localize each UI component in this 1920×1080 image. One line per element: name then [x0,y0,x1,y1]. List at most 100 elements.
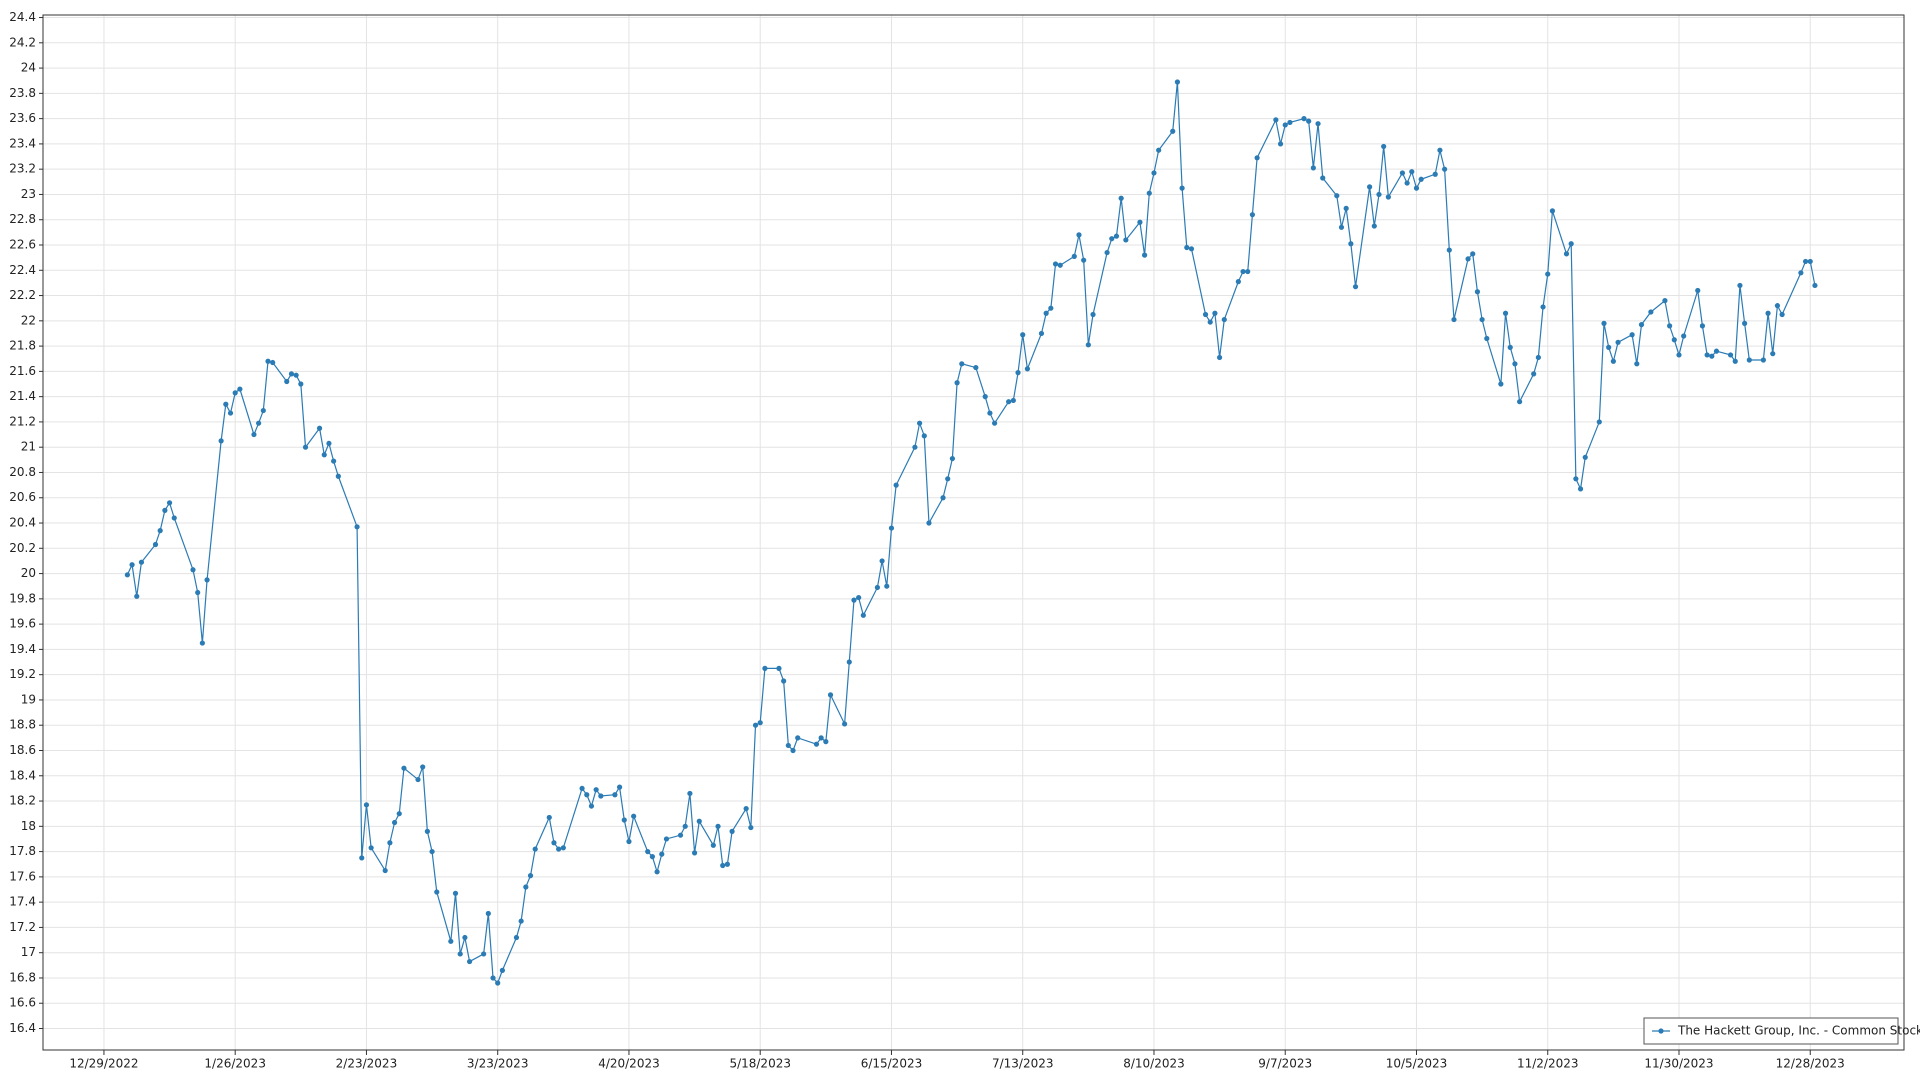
data-point [326,440,332,447]
data-point [954,380,960,386]
data-point [1151,170,1157,176]
data-point [293,372,299,378]
y-tick-label: 19.8 [9,591,36,605]
data-point [1779,311,1785,318]
x-tick-label: 8/10/2023 [1123,1057,1185,1071]
data-point [1020,332,1026,338]
data-point [1085,342,1091,348]
data-point [1484,335,1490,342]
data-point [752,722,759,728]
data-point [223,401,229,407]
y-tick-label: 21.6 [9,364,36,378]
data-point [1573,476,1579,482]
data-point [204,577,210,583]
data-point [1254,155,1260,161]
data-point [284,378,290,385]
data-point [396,811,402,817]
y-tick-label: 23.2 [9,162,36,176]
data-point [949,455,956,462]
y-tick-label: 23.6 [9,111,36,125]
data-point [1409,169,1415,175]
data-point [551,840,557,846]
legend-label: The Hackett Group, Inc. - Common Stock [1677,1024,1920,1038]
data-point [677,832,684,838]
data-point [1212,310,1218,316]
data-point [1695,287,1701,294]
x-tick-label: 2/23/2023 [336,1057,398,1071]
data-point [490,975,496,981]
data-point [1240,268,1246,275]
data-point [546,814,552,821]
y-tick-label: 21.4 [9,389,36,403]
data-point [982,394,988,400]
data-point [856,594,862,601]
data-point [1334,193,1340,199]
data-point [1404,180,1410,186]
data-point [134,593,140,599]
data-point [579,785,585,792]
data-point [841,721,848,727]
data-point [335,473,341,479]
y-tick-label: 23.8 [9,86,36,100]
data-point [851,597,857,603]
data-point [1502,310,1509,316]
data-point [1671,337,1677,343]
data-point [1507,344,1513,350]
data-point [260,407,266,414]
x-tick-label: 12/29/2022 [69,1057,138,1071]
data-point [1249,212,1256,218]
data-point [227,410,234,416]
data-point [785,742,791,749]
data-point [659,851,665,857]
data-point [448,938,454,944]
data-point [631,813,637,819]
y-tick-label: 21.8 [9,339,36,353]
data-point [884,583,890,589]
data-point [527,873,534,879]
data-point [879,558,885,564]
data-point [1451,316,1457,323]
data-point [518,918,524,924]
y-tick-label: 20.6 [9,490,36,504]
data-point [1662,298,1668,304]
data-point [1184,244,1190,251]
data-point [888,525,895,531]
y-tick-label: 24 [21,61,36,75]
data-point [1367,184,1373,190]
data-point [1399,170,1406,176]
data-point [1015,370,1021,376]
data-point [1090,311,1096,318]
x-tick-label: 12/28/2023 [1776,1057,1845,1071]
data-point [1010,397,1016,404]
data-point [1760,357,1766,363]
data-point [420,764,426,770]
y-tick-label: 20 [21,566,36,580]
data-point [232,390,238,396]
y-tick-label: 16.4 [9,1021,36,1035]
data-point [715,823,721,829]
data-point [593,787,599,793]
y-tick-label: 20.4 [9,516,36,530]
data-point [162,507,168,513]
data-point [387,840,393,846]
y-tick-label: 18.8 [9,718,36,732]
data-point [1512,361,1518,367]
data-point [1765,310,1771,316]
data-point [124,572,130,578]
data-point [1113,233,1120,239]
data-point [1568,241,1574,247]
data-point [991,420,998,426]
data-point [499,967,505,973]
data-point [1273,117,1279,123]
y-tick-label: 18.6 [9,743,36,757]
data-point [1141,252,1148,258]
data-point [1202,311,1209,318]
data-point [1681,333,1687,339]
data-point [1188,246,1195,252]
data-point [363,802,370,808]
data-point [1437,147,1443,153]
data-point [1606,344,1612,350]
data-point [1634,361,1640,367]
x-tick-label: 11/2/2023 [1517,1057,1579,1071]
